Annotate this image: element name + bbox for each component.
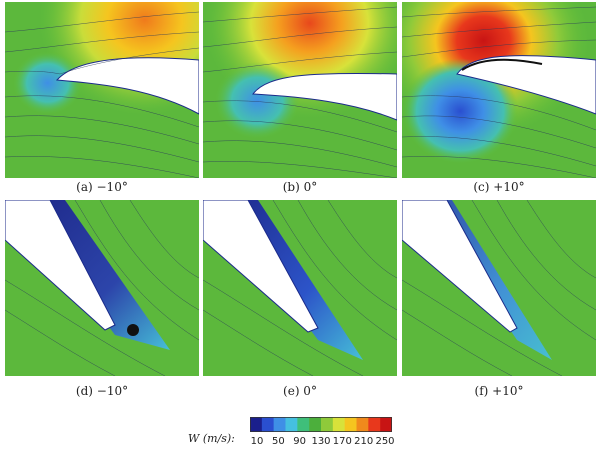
colorbar-frame — [250, 417, 392, 432]
colorbar-swatch — [368, 417, 381, 432]
colorbar-tick-label: 170 — [332, 436, 352, 447]
velocity-contour-panel-f — [402, 200, 596, 376]
colorbar-swatch — [332, 417, 345, 432]
colorbar-swatch — [250, 417, 263, 432]
velocity-contour-panel-a — [5, 2, 199, 178]
colorbar-unit: (m/s): — [202, 432, 235, 445]
colorbar — [250, 417, 392, 432]
colorbar-swatch — [356, 417, 369, 432]
colorbar-tick-label: 50 — [271, 436, 285, 447]
colorbar-swatch — [309, 417, 322, 432]
velocity-contour-panel-b — [203, 2, 397, 178]
colorbar-swatch — [297, 417, 310, 432]
colorbar-tick-label: 210 — [354, 436, 374, 447]
velocity-contour-panel-c — [402, 2, 596, 178]
colorbar-swatch — [261, 417, 274, 432]
colorbar-tick-label: 10 — [250, 436, 264, 447]
colorbar-swatch — [285, 417, 298, 432]
panel-caption-c: (c) +10° — [473, 180, 525, 194]
velocity-contour-panel-e — [203, 200, 397, 376]
panel-caption-a: (a) −10° — [76, 180, 128, 194]
colorbar-tick-label: 250 — [375, 436, 395, 447]
colorbar-swatch — [273, 417, 286, 432]
colorbar-label: W (m/s): — [188, 432, 235, 445]
panel-caption-e: (e) 0° — [283, 384, 317, 398]
velocity-contour-panel-d — [5, 200, 199, 376]
colorbar-tick-label: 130 — [311, 436, 331, 447]
panel-caption-d: (d) −10° — [75, 384, 129, 398]
colorbar-swatch — [344, 417, 357, 432]
colorbar-tick-label: 90 — [293, 436, 307, 447]
colorbar-swatch — [321, 417, 334, 432]
colorbar-symbol: W — [188, 432, 200, 445]
panel-caption-b: (b) 0° — [282, 180, 318, 194]
colorbar-swatch — [380, 417, 392, 432]
panel-caption-f: (f) +10° — [474, 384, 524, 398]
